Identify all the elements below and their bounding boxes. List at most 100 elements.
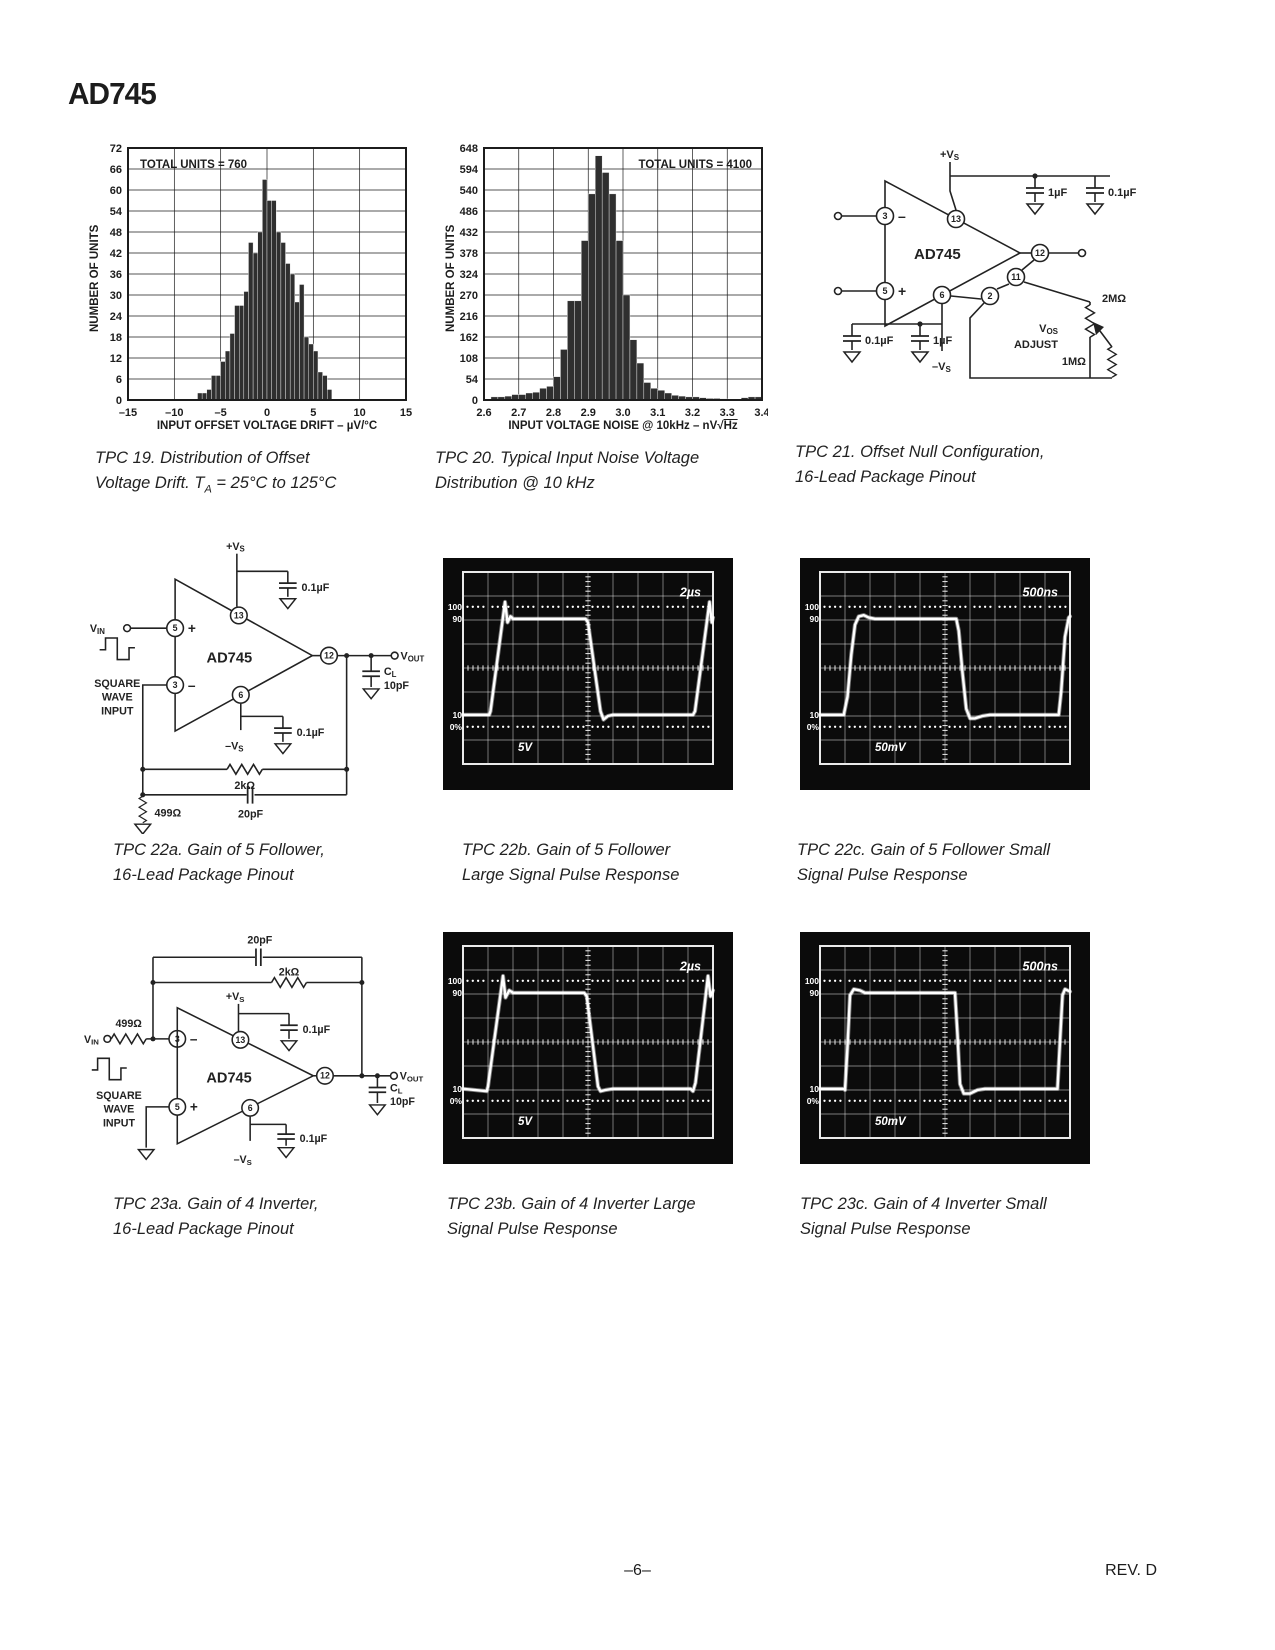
dotted-reference-line [482, 605, 485, 608]
graticule-label: 90 [810, 988, 820, 998]
potentiometer-icon [1084, 304, 1096, 338]
dotted-reference-line [883, 725, 887, 728]
dotted-reference-line [828, 1099, 831, 1102]
dotted-reference-line [853, 1099, 856, 1102]
vout-label: VOUT [401, 651, 425, 664]
resistor-icon [1107, 346, 1117, 378]
dotted-reference-line [1039, 605, 1042, 608]
plot-border [127, 147, 407, 401]
dotted-reference-line [607, 725, 610, 728]
dotted-reference-line [701, 605, 705, 608]
dotted-reference-line [482, 1099, 485, 1102]
dotted-reference-line [596, 1099, 599, 1102]
dotted-reference-line [928, 979, 931, 982]
dotted-reference-line [471, 1099, 474, 1102]
dotted-reference-line [632, 725, 635, 728]
dotted-reference-line [1058, 1099, 1062, 1102]
svg-text:2kΩ: 2kΩ [279, 967, 300, 979]
y-tick-label: 66 [110, 164, 122, 176]
y-tick-label: 432 [460, 227, 478, 239]
histogram-bar [201, 392, 207, 401]
vos-label: VOS [1039, 323, 1059, 336]
histogram-bar [322, 375, 328, 401]
dotted-reference-line [1008, 605, 1012, 608]
dotted-reference-line [1053, 979, 1056, 982]
pin-6: 6 [932, 285, 952, 305]
dotted-reference-line [1008, 979, 1012, 982]
dotted-reference-line [521, 605, 524, 608]
dotted-reference-line [1048, 725, 1051, 728]
ground-icon [362, 688, 380, 700]
graticule-label: 0% [450, 722, 463, 732]
dotted-reference-line [833, 605, 837, 608]
dotted-reference-line [953, 725, 956, 728]
dotted-reference-line [964, 1099, 967, 1102]
dotted-reference-line [953, 1099, 956, 1102]
histogram-bar [266, 200, 272, 401]
dotted-reference-line [898, 1099, 901, 1102]
dotted-reference-line [526, 1099, 530, 1102]
histogram-bar [657, 390, 665, 401]
histogram-bar [546, 386, 554, 401]
pin-12: 12 [315, 1066, 334, 1085]
dotted-reference-line [551, 605, 555, 608]
dotted-reference-line [571, 1099, 574, 1102]
dotted-reference-line [1058, 979, 1062, 982]
dotted-reference-line [983, 605, 987, 608]
dotted-reference-line [616, 605, 619, 608]
caption-tpc22c: TPC 22c. Gain of 5 Follower Small Signal… [797, 841, 1051, 884]
svg-text:6: 6 [939, 290, 944, 300]
annotation: TOTAL UNITS = 4100 [639, 159, 752, 171]
dotted-reference-line [691, 725, 694, 728]
dotted-reference-line [557, 1099, 560, 1102]
dotted-reference-line [839, 1099, 842, 1102]
y-tick-label: 18 [110, 332, 122, 344]
dotted-reference-line [476, 979, 480, 982]
dotted-reference-line [682, 979, 685, 982]
dotted-reference-line [883, 605, 887, 608]
dotted-reference-line [998, 725, 1001, 728]
svg-text:3: 3 [173, 680, 178, 690]
dotted-reference-line [541, 979, 544, 982]
junction-dot [140, 766, 146, 772]
svg-text:1µF: 1µF [933, 335, 952, 347]
dotted-reference-line [682, 605, 685, 608]
dotted-reference-line [626, 725, 630, 728]
dotted-reference-line [471, 725, 474, 728]
dotted-reference-line [853, 725, 856, 728]
dotted-reference-line [839, 979, 842, 982]
scope-trace [461, 600, 715, 721]
dotted-reference-line [666, 605, 669, 608]
dotted-reference-line [928, 725, 931, 728]
dotted-reference-line [878, 1099, 881, 1102]
x-tick-label: 3.4 [754, 407, 768, 419]
dotted-reference-line [923, 979, 926, 982]
dotted-reference-line [632, 605, 635, 608]
input-terminal [833, 286, 843, 296]
capacitor-icon [367, 1086, 388, 1094]
histogram-bar [615, 240, 624, 401]
scope-tpc23b: 100 90 10 0% 2µs 5V [443, 932, 733, 1164]
dotted-reference-line [873, 1099, 876, 1102]
pin-2: 2 [980, 286, 1000, 306]
dotted-reference-line [1028, 979, 1031, 982]
dotted-reference-line [1008, 725, 1012, 728]
dotted-reference-line [691, 605, 694, 608]
dotted-reference-line [582, 1099, 585, 1102]
y-tick-label: 6 [116, 374, 122, 386]
capacitor-icon [278, 582, 298, 589]
y-tick-label: 60 [110, 185, 122, 197]
dotted-reference-line [964, 605, 967, 608]
pin-12: 12 [1030, 243, 1050, 263]
dotted-reference-line [939, 979, 942, 982]
dotted-reference-line [953, 979, 956, 982]
svg-text:13: 13 [236, 1035, 246, 1045]
dotted-reference-line [501, 725, 505, 728]
dotted-reference-line [466, 1099, 469, 1102]
dotted-reference-line [848, 605, 851, 608]
dotted-reference-line [496, 725, 499, 728]
dotted-reference-line [696, 605, 699, 608]
dotted-reference-line [666, 725, 669, 728]
svg-text:+: + [898, 283, 906, 299]
caption-tpc23c: TPC 23c. Gain of 4 Inverter Small Signal… [800, 1195, 1047, 1238]
